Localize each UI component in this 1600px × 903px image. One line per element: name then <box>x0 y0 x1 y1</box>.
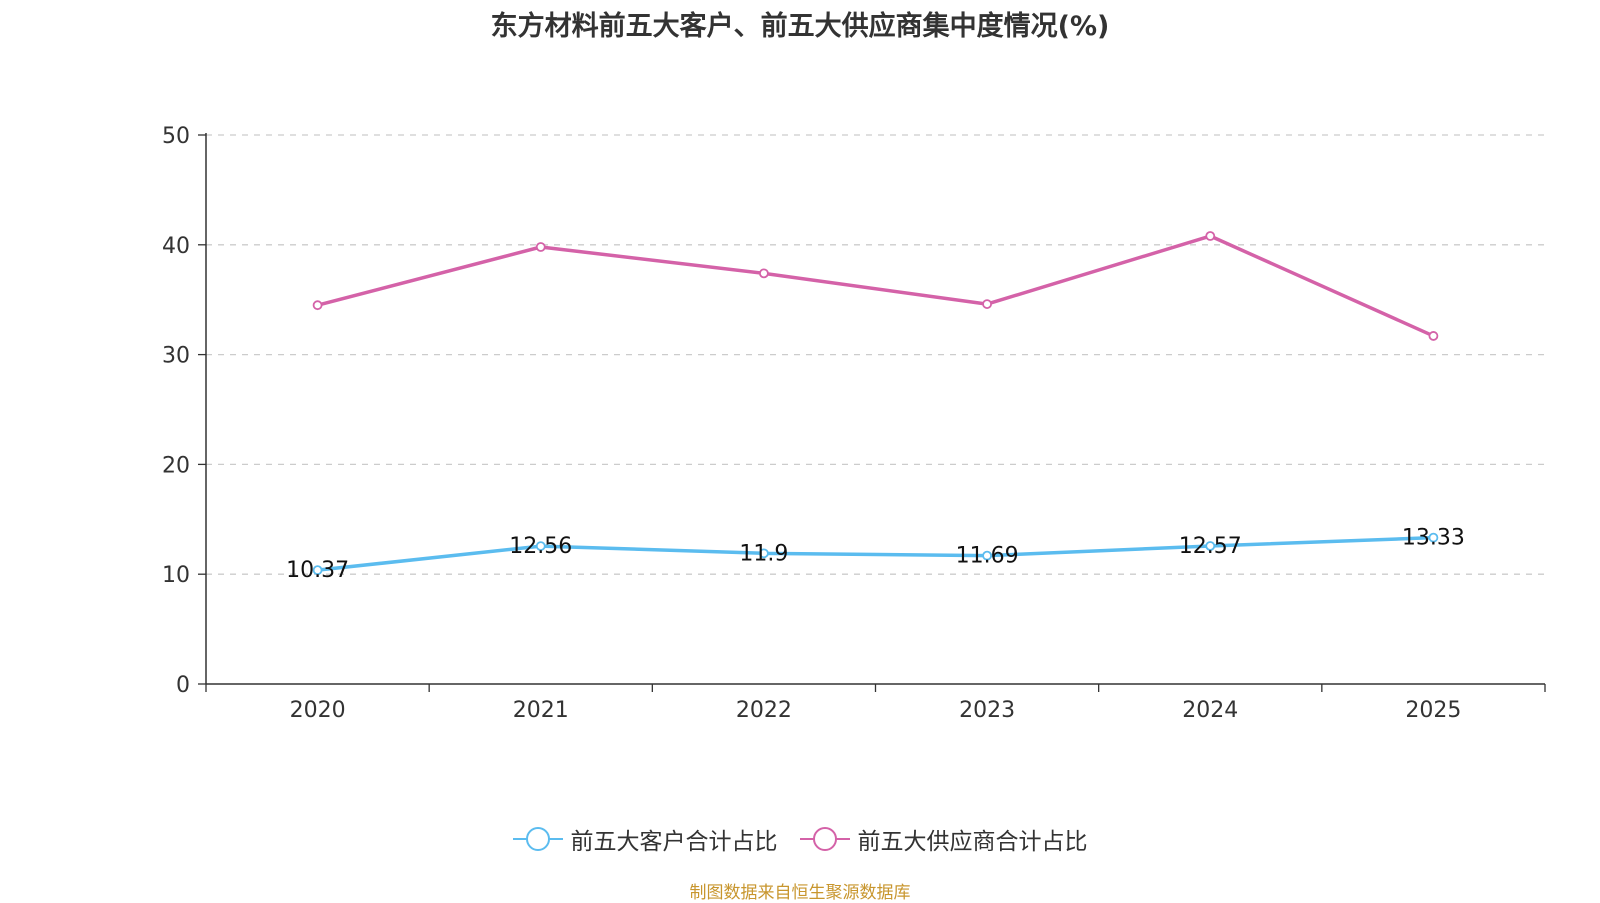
x-tick-label: 2023 <box>959 698 1015 723</box>
data-label: 11.69 <box>956 544 1019 569</box>
legend-marker-suppliers-icon <box>799 827 850 851</box>
data-point <box>535 242 546 252</box>
y-tick-label: 10 <box>162 563 190 588</box>
data-label: 12.56 <box>509 534 572 559</box>
data-point <box>759 548 769 559</box>
data-label: 10.37 <box>286 558 349 583</box>
data-label: 12.57 <box>1179 534 1242 559</box>
y-tick-label: 0 <box>176 673 190 698</box>
data-label: 11.9 <box>739 541 788 566</box>
legend-marker-customers-icon <box>512 827 563 851</box>
y-tick-label: 30 <box>162 344 190 369</box>
data-point <box>982 299 992 309</box>
data-label: 13.33 <box>1402 526 1465 551</box>
grid-lines <box>206 134 1545 575</box>
data-labels: 10.37 12.56 11.9 11.69 12.57 13.33 <box>286 526 1465 584</box>
series-line-1 <box>317 234 1435 338</box>
data-point <box>312 565 323 576</box>
axes: 0 10 20 30 40 50 2020 2021 2022 2023 2024 2025 <box>162 124 1546 723</box>
series-lines <box>312 231 1439 576</box>
legend-item-suppliers[interactable]: 前五大供应商合计占比 <box>799 822 1088 856</box>
source-note: 制图数据来自恒生聚源数据库 <box>689 883 911 903</box>
data-point <box>1205 541 1216 551</box>
data-point <box>982 550 992 561</box>
x-tick-label: 2020 <box>290 698 346 723</box>
data-point <box>1205 231 1216 241</box>
series-line-0 <box>317 535 1434 572</box>
data-point <box>312 300 323 311</box>
y-tick-label: 40 <box>162 234 190 259</box>
legend-item-customers[interactable]: 前五大客户合计占比 <box>512 822 778 856</box>
legend-label-customers: 前五大客户合计占比 <box>570 829 778 855</box>
x-tick-label: 2022 <box>736 698 792 723</box>
legend-label-suppliers: 前五大供应商合计占比 <box>857 829 1088 855</box>
y-tick-label: 20 <box>162 453 190 478</box>
data-point <box>759 268 769 279</box>
data-point <box>1428 532 1439 543</box>
data-point <box>535 541 546 551</box>
x-tick-label: 2021 <box>513 698 569 723</box>
chart-title: 东方材料前五大客户、前五大供应商集中度情况(%) <box>490 11 1110 42</box>
x-tick-label: 2025 <box>1405 698 1461 723</box>
x-tick-label: 2024 <box>1182 698 1238 723</box>
legend: 前五大客户合计占比 前五大供应商合计占比 <box>0 822 1600 856</box>
y-tick-label: 50 <box>162 124 190 149</box>
data-point <box>1428 331 1439 341</box>
